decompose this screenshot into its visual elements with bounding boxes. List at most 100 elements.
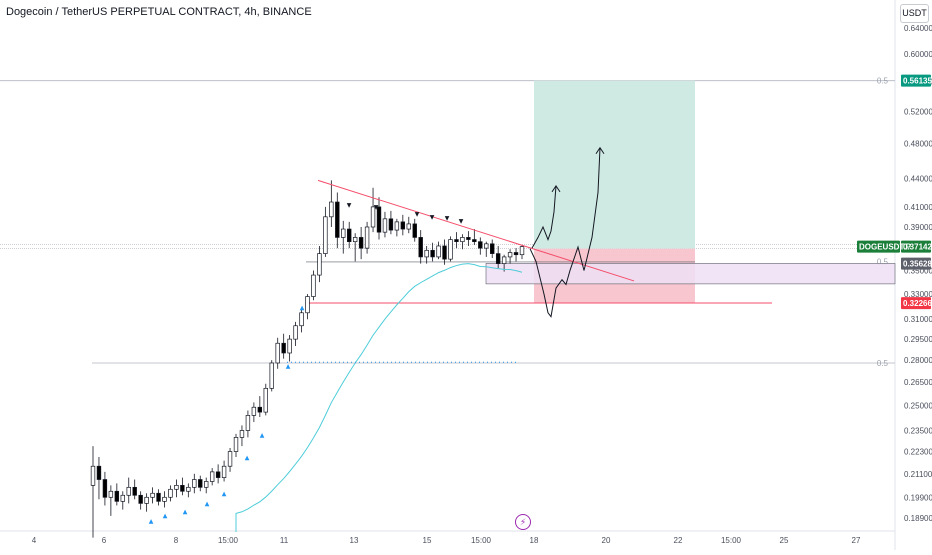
candle[interactable] xyxy=(245,415,251,431)
candle[interactable] xyxy=(293,325,298,340)
candle[interactable] xyxy=(484,243,489,249)
candle[interactable] xyxy=(162,496,167,502)
candle[interactable] xyxy=(317,253,322,276)
time-axis-label: 6 xyxy=(102,536,107,545)
candle[interactable] xyxy=(198,479,203,488)
candle[interactable] xyxy=(287,338,292,354)
time-axis-label: 20 xyxy=(602,536,611,545)
candle[interactable] xyxy=(192,479,197,488)
up-marker: ▲ xyxy=(183,508,188,515)
candle[interactable] xyxy=(364,226,370,249)
candle[interactable] xyxy=(311,274,316,297)
candle[interactable] xyxy=(239,430,245,438)
candle[interactable] xyxy=(263,387,268,413)
candle[interactable] xyxy=(168,488,173,498)
price-tag xyxy=(901,240,931,253)
candle[interactable] xyxy=(257,406,263,413)
candle[interactable] xyxy=(347,228,352,243)
up-marker: ▲ xyxy=(205,500,210,507)
candle[interactable] xyxy=(436,245,441,258)
candle[interactable] xyxy=(341,228,346,238)
moving-average-line xyxy=(235,263,523,532)
candle[interactable] xyxy=(370,206,376,228)
price-axis-label: 0.25000 xyxy=(904,402,932,411)
candle[interactable] xyxy=(448,239,453,260)
candle[interactable] xyxy=(478,241,483,249)
candle[interactable] xyxy=(132,486,137,496)
down-marker: ▼ xyxy=(415,211,420,218)
candle[interactable] xyxy=(281,342,286,354)
candle[interactable] xyxy=(418,237,423,258)
candle[interactable] xyxy=(376,206,382,233)
candle[interactable] xyxy=(251,406,257,416)
candle[interactable] xyxy=(305,296,310,314)
price-axis-label: 0.52000 xyxy=(904,107,932,116)
candle[interactable] xyxy=(400,221,406,230)
candle[interactable] xyxy=(382,218,388,233)
candle[interactable] xyxy=(501,256,507,264)
projection-alt-path[interactable] xyxy=(531,185,557,249)
candle[interactable] xyxy=(227,451,233,467)
candle[interactable] xyxy=(102,479,108,498)
candle[interactable] xyxy=(233,437,239,452)
candle[interactable] xyxy=(352,237,358,243)
candle[interactable] xyxy=(430,249,435,258)
candle[interactable] xyxy=(358,237,364,249)
candle[interactable] xyxy=(472,239,477,243)
candle[interactable] xyxy=(221,465,227,478)
candle[interactable] xyxy=(442,245,447,260)
candle[interactable] xyxy=(323,216,328,254)
candle[interactable] xyxy=(335,201,340,238)
candle[interactable] xyxy=(120,494,125,502)
candle[interactable] xyxy=(156,492,161,502)
candle[interactable] xyxy=(114,490,120,502)
time-axis-label: 15 xyxy=(423,536,432,545)
projection-path[interactable] xyxy=(529,147,601,318)
time-axis-label: 25 xyxy=(780,536,789,545)
candle[interactable] xyxy=(412,223,417,238)
candle[interactable] xyxy=(329,201,334,218)
candle[interactable] xyxy=(90,465,96,486)
candle[interactable] xyxy=(126,486,131,496)
candle[interactable] xyxy=(519,246,525,256)
candle[interactable] xyxy=(406,223,411,230)
candle[interactable] xyxy=(460,237,465,243)
candle[interactable] xyxy=(108,490,114,498)
candle[interactable] xyxy=(186,486,191,492)
trend-line[interactable] xyxy=(317,179,635,282)
candle[interactable] xyxy=(204,481,209,488)
candle[interactable] xyxy=(138,494,143,504)
candle[interactable] xyxy=(275,342,280,364)
fib-level-label: 0.5 xyxy=(877,257,889,266)
fib-level-label: 0.5 xyxy=(877,359,889,368)
up-marker: ▲ xyxy=(300,304,305,311)
candle[interactable] xyxy=(180,485,185,492)
candle[interactable] xyxy=(215,471,221,478)
price-tag-value: 0.35628 xyxy=(903,260,932,269)
candle[interactable] xyxy=(144,496,149,504)
range-box[interactable] xyxy=(485,263,896,285)
candle[interactable] xyxy=(150,492,155,498)
candle[interactable] xyxy=(299,312,304,327)
candle[interactable] xyxy=(269,362,274,389)
candle[interactable] xyxy=(507,252,513,258)
candle[interactable] xyxy=(495,253,501,264)
currency-button[interactable]: USDT xyxy=(900,4,929,23)
candle[interactable] xyxy=(388,218,394,231)
up-marker: ▲ xyxy=(260,432,265,439)
candle[interactable] xyxy=(490,243,495,254)
candle[interactable] xyxy=(513,252,519,256)
candle[interactable] xyxy=(96,465,102,480)
event-flash-icon[interactable]: ⚡ xyxy=(515,514,531,530)
candle[interactable] xyxy=(424,249,429,258)
candle[interactable] xyxy=(209,471,215,482)
down-marker: ▼ xyxy=(374,204,379,211)
candle[interactable] xyxy=(174,485,179,490)
candle[interactable] xyxy=(466,237,471,240)
candle[interactable] xyxy=(394,221,400,231)
target-zone[interactable] xyxy=(534,80,695,249)
symbol-tag-label: DOGEUSDT.P xyxy=(859,243,912,252)
candle[interactable] xyxy=(454,239,459,243)
